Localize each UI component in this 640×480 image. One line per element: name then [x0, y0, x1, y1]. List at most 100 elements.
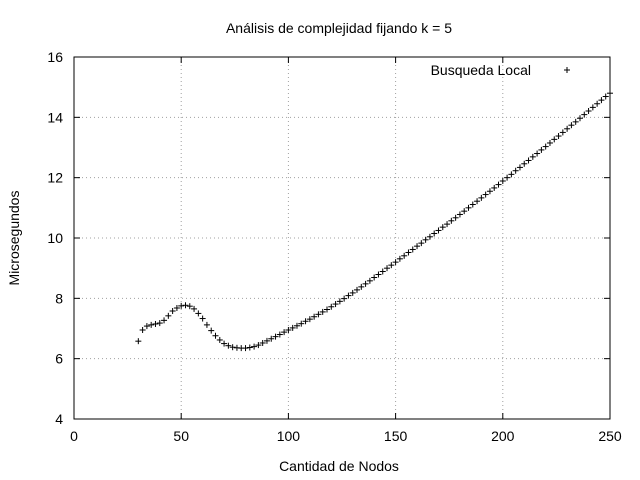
data-point — [285, 327, 292, 334]
data-point — [396, 255, 403, 262]
chart-title: Análisis de complejidad fijando k = 5 — [226, 20, 452, 36]
y-tick-label: 6 — [55, 351, 63, 367]
data-point — [379, 268, 386, 275]
data-point — [482, 191, 489, 198]
data-point — [422, 236, 429, 243]
data-point — [186, 303, 193, 310]
legend-label: Busqueda Local — [431, 62, 531, 78]
data-point — [392, 259, 399, 266]
data-point — [589, 104, 596, 111]
data-point — [366, 277, 373, 284]
data-point — [221, 340, 228, 347]
x-axis-label: Cantidad de Nodos — [279, 458, 399, 474]
data-point — [499, 177, 506, 184]
data-point — [384, 265, 391, 272]
data-point — [448, 217, 455, 224]
data-point — [405, 249, 412, 256]
grid — [74, 57, 610, 419]
data-point — [478, 194, 485, 201]
data-point — [585, 107, 592, 114]
data-point — [456, 211, 463, 218]
data-point — [216, 336, 223, 343]
data-point — [323, 306, 330, 313]
data-point — [358, 283, 365, 290]
data-point — [362, 280, 369, 287]
data-point — [452, 214, 459, 221]
legend-marker-plus-icon — [564, 67, 570, 73]
data-point — [504, 174, 511, 181]
data-point — [212, 332, 219, 339]
y-tick-label: 14 — [47, 109, 63, 125]
data-point — [444, 221, 451, 228]
data-point — [371, 274, 378, 281]
data-point — [401, 252, 408, 259]
data-point — [375, 271, 382, 278]
data-point — [431, 230, 438, 237]
data-point — [461, 208, 468, 215]
data-point — [435, 227, 442, 234]
y-tick-label: 16 — [47, 49, 63, 65]
data-point — [191, 305, 198, 312]
data-point — [516, 164, 523, 171]
data-point — [328, 303, 335, 310]
data-point — [259, 339, 266, 346]
x-tick-label: 50 — [173, 428, 189, 444]
data-point — [534, 150, 541, 157]
data-point — [465, 204, 472, 211]
data-point — [315, 311, 322, 318]
data-point — [546, 139, 553, 146]
y-axis-label: Microsegundos — [6, 191, 22, 286]
data-point — [135, 338, 142, 345]
y-tick-label: 8 — [55, 290, 63, 306]
data-point — [276, 331, 283, 338]
data-point — [525, 157, 532, 164]
data-point — [272, 333, 279, 340]
x-tick-label: 100 — [277, 428, 301, 444]
data-point — [469, 201, 476, 208]
data-point — [439, 224, 446, 231]
data-point — [607, 90, 613, 97]
data-point — [293, 322, 300, 329]
legend: Busqueda Local — [431, 62, 570, 78]
y-tick-label: 4 — [55, 411, 63, 427]
data-point — [594, 100, 601, 107]
x-tick-label: 0 — [70, 428, 78, 444]
data-point — [486, 188, 493, 195]
data-point — [598, 97, 605, 104]
data-point — [581, 111, 588, 118]
data-point — [148, 321, 155, 328]
y-tick-label: 12 — [47, 170, 63, 186]
data-point — [139, 327, 146, 334]
data-point — [354, 286, 361, 293]
data-point — [311, 313, 318, 320]
data-point — [602, 93, 609, 100]
data-point — [555, 133, 562, 140]
data-point — [268, 335, 275, 342]
data-point — [341, 295, 348, 302]
data-point — [568, 122, 575, 129]
x-tick-label: 250 — [598, 428, 622, 444]
x-tick-label: 150 — [384, 428, 408, 444]
data-point — [349, 289, 356, 296]
data-point — [169, 308, 176, 315]
data-point — [336, 298, 343, 305]
data-point — [495, 181, 502, 188]
y-tick-label: 10 — [47, 230, 63, 246]
data-point — [289, 324, 296, 331]
data-point — [491, 184, 498, 191]
data-point — [521, 160, 528, 167]
data-point — [199, 315, 206, 322]
data-point — [173, 304, 180, 311]
data-point — [409, 246, 416, 253]
legend-plus-icon — [564, 67, 570, 73]
data-point — [178, 302, 185, 309]
axis-ticks — [73, 56, 611, 420]
data-point — [152, 320, 159, 327]
data-point — [306, 316, 313, 323]
data-point — [564, 125, 571, 132]
data-point — [572, 118, 579, 125]
data-point — [229, 344, 236, 351]
data-point — [203, 321, 210, 328]
data-point — [156, 320, 163, 327]
data-point — [246, 344, 253, 351]
